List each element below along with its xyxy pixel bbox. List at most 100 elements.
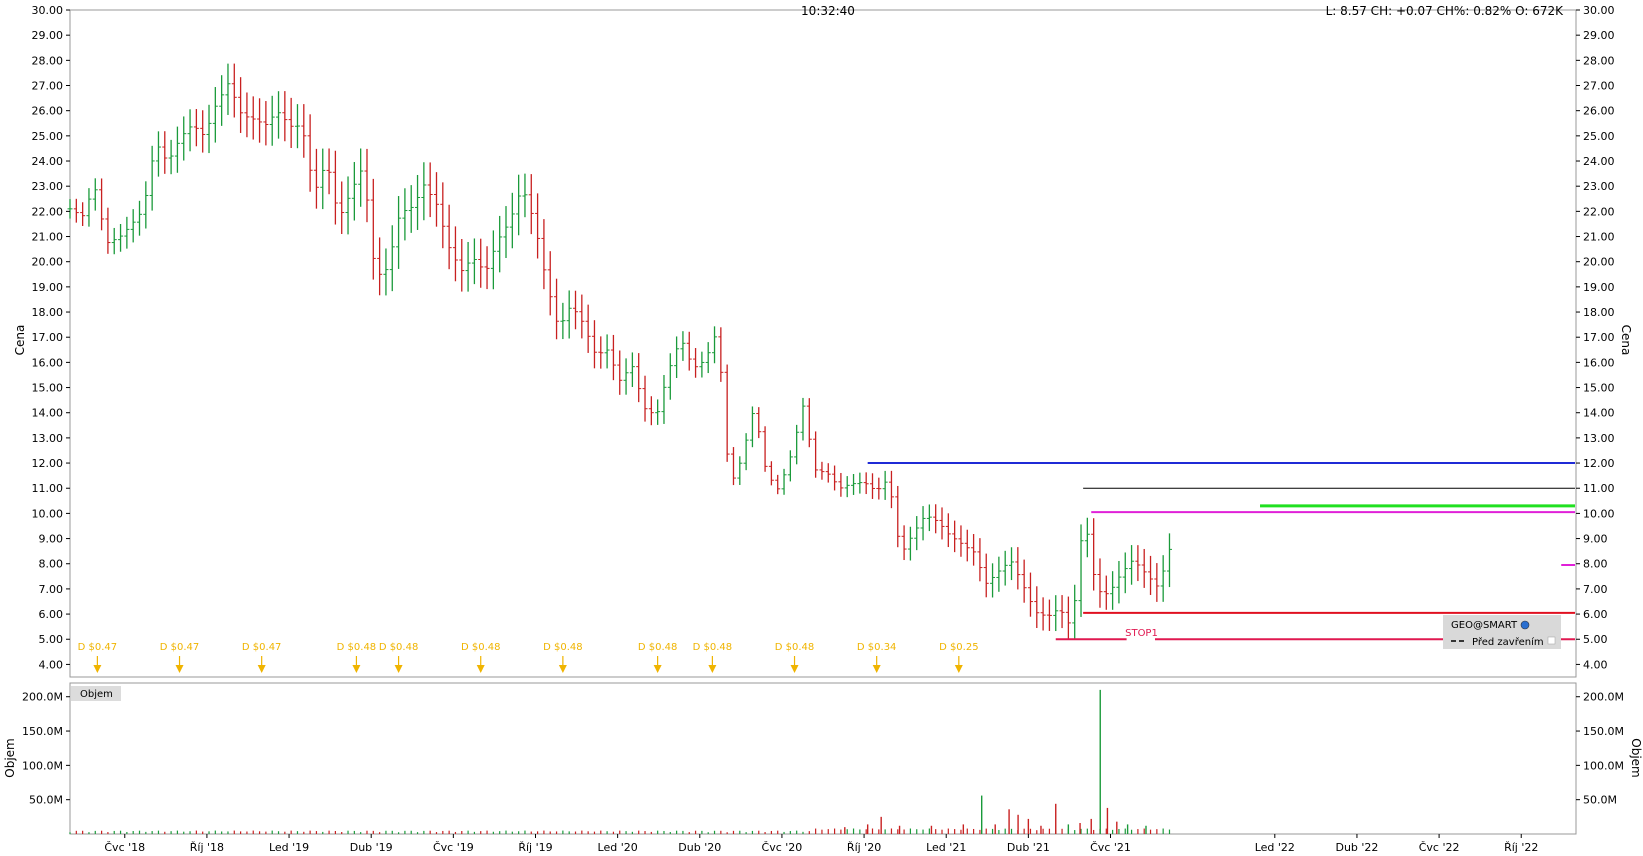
ohlc-bar (939, 507, 945, 540)
ohlc-bar (636, 353, 642, 403)
ohlc-bar (705, 342, 711, 374)
ohlc-bar (143, 181, 149, 229)
price-tick-label: 17.00 (32, 331, 64, 344)
dividend-label: D $0.34 (857, 642, 897, 653)
volume-tick-label: 50.0M (29, 794, 63, 807)
ohlc-bar (294, 104, 300, 149)
dividend-marker[interactable]: D $0.34 (857, 642, 897, 673)
legend-checkbox[interactable] (1547, 636, 1556, 645)
dividend-label: D $0.48 (337, 642, 377, 653)
ohlc-bar (1097, 558, 1103, 608)
dividend-label: D $0.48 (543, 642, 583, 653)
ohlc-bar (118, 223, 124, 252)
ohlc-bar (219, 75, 225, 126)
ohlc-bar (573, 290, 579, 330)
legend-globe-icon[interactable] (1520, 620, 1530, 630)
volume-tick-label: 100.0M (1583, 759, 1624, 772)
ohlc-bar (408, 185, 414, 233)
ohlc-bar (1034, 586, 1040, 629)
ohlc-bar (522, 173, 528, 218)
ohlc-bar (724, 364, 730, 462)
ohlc-bar (516, 174, 522, 236)
dividend-marker[interactable]: D $0.47 (160, 642, 200, 673)
price-tick-label: 11.00 (1583, 482, 1615, 495)
ohlc-bar (509, 192, 515, 249)
ohlc-bar (712, 326, 718, 364)
ohlc-bar (832, 465, 838, 491)
dividend-marker[interactable]: D $0.48 (543, 642, 583, 673)
ohlc-bar (699, 351, 705, 378)
ohlc-bar (244, 92, 250, 138)
ohlc-bar (680, 331, 686, 361)
dividend-marker[interactable]: D $0.47 (78, 642, 118, 673)
ohlc-bar (326, 148, 332, 195)
ohlc-bar (1091, 518, 1097, 591)
ohlc-bar (181, 116, 187, 161)
dividend-marker[interactable]: D $0.48 (379, 642, 419, 673)
ohlc-bar (1116, 560, 1122, 604)
ohlc-bar (1027, 572, 1033, 617)
price-tick-label: 18.00 (1583, 306, 1615, 319)
ohlc-bar (971, 534, 977, 566)
ohlc-bar (137, 200, 143, 236)
ohlc-bar (490, 230, 496, 290)
ohlc-bar (945, 513, 951, 548)
ohlc-bar (257, 98, 263, 143)
price-tick-label: 16.00 (32, 356, 64, 369)
ohlc-bar (377, 237, 383, 296)
volume-panel-frame (69, 682, 1577, 835)
dividend-marker[interactable]: D $0.48 (337, 642, 377, 673)
dividend-marker[interactable]: D $0.48 (461, 642, 501, 673)
price-ylabel-left: Cena (13, 325, 27, 356)
ohlc-bar (1015, 547, 1021, 590)
ohlc-bar (1110, 571, 1116, 610)
ohlc-bar (332, 150, 338, 225)
price-tick-label: 26.00 (1583, 105, 1615, 118)
ohlc-bar (851, 474, 857, 495)
dividend-arrow-icon (954, 665, 963, 673)
ohlc-bar (661, 375, 667, 424)
dividend-marker[interactable]: D $0.48 (638, 642, 678, 673)
ohlc-bar (1046, 599, 1052, 631)
price-tick-label: 11.00 (32, 482, 64, 495)
price-tick-label: 8.00 (39, 558, 64, 571)
ohlc-bar (693, 348, 699, 378)
price-tick-label: 5.00 (1583, 633, 1608, 646)
ohlc-bar (958, 525, 964, 557)
volume-tick-label: 200.0M (22, 691, 63, 704)
ohlc-bar (1053, 595, 1059, 632)
price-tick-label: 9.00 (1583, 533, 1608, 546)
x-tick-label: Čvc '21 (1090, 841, 1131, 854)
dividend-label: D $0.48 (775, 642, 815, 653)
price-tick-label: 15.00 (32, 382, 64, 395)
legend-box (1443, 615, 1561, 649)
dividend-label: D $0.47 (242, 642, 282, 653)
dividend-label: D $0.48 (461, 642, 501, 653)
ohlc-bar (1129, 545, 1135, 585)
dividend-label: D $0.47 (160, 642, 200, 653)
ohlc-bar (674, 336, 680, 379)
legend-entry: Před zavřením (1472, 636, 1544, 648)
price-tick-label: 22.00 (32, 205, 64, 218)
price-tick-label: 24.00 (32, 155, 64, 168)
ohlc-bar (1078, 524, 1084, 617)
dividend-marker[interactable]: D $0.47 (242, 642, 282, 673)
ohlc-bar (1103, 575, 1109, 610)
ohlc-bar (187, 109, 193, 152)
ohlc-bar (497, 215, 503, 273)
x-tick-label: Čvc '18 (104, 841, 145, 854)
dividend-marker[interactable]: D $0.48 (775, 642, 815, 673)
price-tick-label: 7.00 (1583, 583, 1608, 596)
ohlc-bar (541, 219, 547, 290)
dividend-marker[interactable]: D $0.48 (693, 642, 733, 673)
x-tick-label: Led '20 (598, 841, 638, 854)
ohlc-bar (149, 145, 155, 211)
ohlc-bar (73, 198, 79, 223)
ohlc-bar (427, 162, 433, 218)
dividend-marker[interactable]: D $0.25 (939, 642, 979, 673)
ohlc-bar (111, 227, 117, 255)
price-tick-label: 23.00 (1583, 180, 1615, 193)
legend[interactable]: GEO@SMART Před zavřením (1443, 615, 1561, 649)
dividend-arrow-icon (872, 665, 881, 673)
